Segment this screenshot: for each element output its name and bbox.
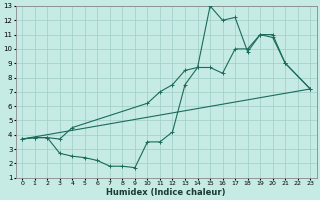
- X-axis label: Humidex (Indice chaleur): Humidex (Indice chaleur): [107, 188, 226, 197]
